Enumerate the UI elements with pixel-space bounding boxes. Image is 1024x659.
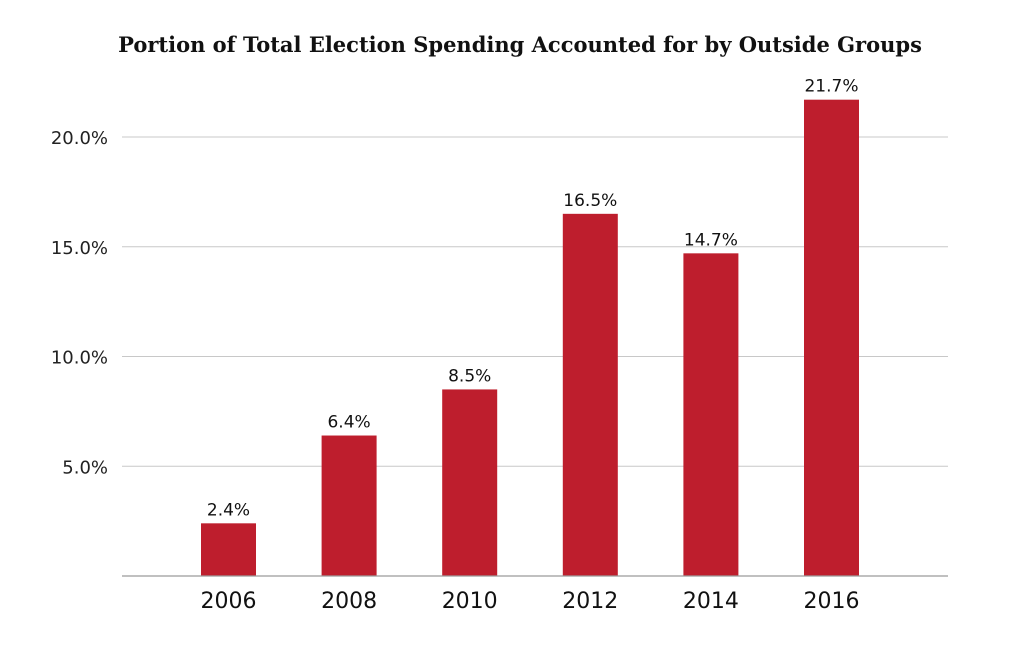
y-tick-label: 5.0% <box>62 457 108 478</box>
data-label-2016: 21.7% <box>804 77 858 97</box>
data-label-2006: 2.4% <box>207 500 250 520</box>
bar-2010 <box>442 389 498 576</box>
data-label-2010: 8.5% <box>448 366 491 386</box>
x-tick-label-2014: 2014 <box>683 589 739 614</box>
x-tick-label-2010: 2010 <box>442 589 498 614</box>
data-label-2014: 14.7% <box>684 230 738 250</box>
bar-2008 <box>321 435 377 576</box>
bar-2014 <box>683 253 739 576</box>
data-labels: 2.4% 6.4% 8.5% 16.5% 14.7% 21.7% <box>207 77 859 521</box>
data-label-2008: 6.4% <box>327 413 370 433</box>
x-tick-label-2006: 2006 <box>201 589 257 614</box>
y-tick-label: 20.0% <box>51 128 108 149</box>
bar-2012 <box>562 213 618 576</box>
bar-2006 <box>201 523 256 576</box>
y-tick-label: 15.0% <box>51 238 108 259</box>
chart-title: Portion of Total Election Spending Accou… <box>118 32 922 57</box>
x-axis-categories: 2006 2008 2010 2012 2014 2016 <box>201 589 860 614</box>
y-tick-label: 10.0% <box>51 348 108 369</box>
y-axis-ticks: 5.0% 10.0% 15.0% 20.0% <box>51 128 108 478</box>
bars <box>201 99 859 576</box>
x-tick-label-2016: 2016 <box>804 589 860 614</box>
x-tick-label-2012: 2012 <box>562 589 618 614</box>
x-tick-label-2008: 2008 <box>321 589 377 614</box>
bar-2016 <box>804 99 859 576</box>
data-label-2012: 16.5% <box>563 191 617 211</box>
